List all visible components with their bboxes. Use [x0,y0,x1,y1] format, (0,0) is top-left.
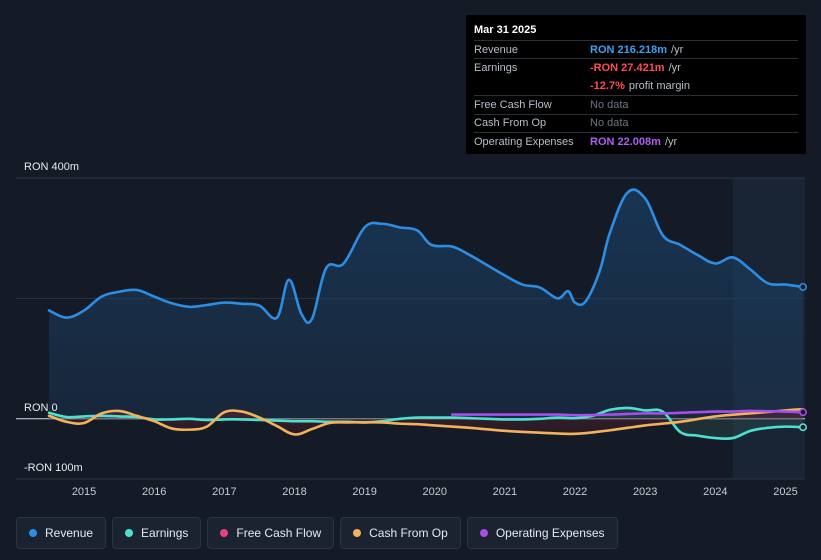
tooltip-row-revenue: Revenue RON 216.218m/yr [474,40,798,58]
tooltip-row-earnings: Earnings -RON 27.421m/yr [474,58,798,76]
tooltip-date: Mar 31 2025 [474,24,537,36]
tooltip-row-profit-margin: -12.7% profit margin [474,77,798,95]
legend-dot-icon [29,529,37,537]
legend-label: Free Cash Flow [236,526,322,540]
tooltip-value: No data [590,98,629,111]
legend-label: Revenue [45,526,94,540]
x-tick-label: 2021 [493,486,517,498]
tooltip-unit: profit margin [628,80,690,93]
tooltip-value: RON 216.218m [590,43,668,56]
operating-expenses-line [451,409,805,417]
legend-dot-icon [125,529,134,537]
tooltip-label: Free Cash Flow [474,98,552,111]
tooltip-unit: /yr [671,43,684,56]
series-lines [47,188,805,441]
revenue-endpoint [798,282,807,291]
legend-cash-from-op[interactable]: Cash From Op [340,517,461,549]
legend-operating-expenses[interactable]: Operating Expenses [466,517,618,549]
cash-from-op-line [47,407,805,436]
tooltip-row-cash-from-op: Cash From Op No data [474,113,798,132]
tooltip-unit: /yr [664,135,678,148]
revenue-line [47,188,805,325]
y-axis: RON 400m RON 0 -RON 100m [24,161,83,474]
tooltip-value: RON 22.008m [590,135,661,148]
legend-label: Cash From Op [369,526,448,540]
operating-expenses-endpoint [798,408,807,417]
x-tick-label: 2019 [352,486,376,498]
x-tick-label: 2017 [212,486,236,498]
revenue-area [49,189,803,419]
legend-earnings[interactable]: Earnings [112,517,202,549]
tooltip-label: Operating Expenses [474,135,574,148]
tooltip-row-operating-expenses: Operating Expenses RON 22.008m/yr [474,131,798,150]
tooltip-label: Cash From Op [474,117,547,130]
tooltip-label: Revenue [474,43,519,56]
x-tick-label: 2022 [563,486,587,498]
legend-dot-icon [353,529,362,537]
legend-dot-icon [220,529,229,537]
x-tick-label: 2025 [773,486,797,498]
earnings-line [47,406,805,441]
y-tick-label: RON 0 [24,402,58,414]
tooltip-row-free-cash-flow: Free Cash Flow No data [474,95,798,113]
series-endpoints [798,282,807,432]
legend-free-cash-flow[interactable]: Free Cash Flow [207,517,335,549]
x-tick-label: 2024 [703,486,727,498]
x-tick-label: 2023 [633,486,657,498]
earnings-endpoint [798,423,807,432]
x-tick-label: 2018 [282,486,306,498]
legend-dot-icon [479,529,488,537]
legend-label: Earnings [141,526,189,540]
cash-from-op-area [49,409,803,435]
x-tick-label: 2020 [423,486,447,498]
tooltip-unit: /yr [668,62,681,75]
x-axis: 2015 2016 2017 2018 2019 2020 2021 2022 2023 2024… [72,486,798,498]
tooltip-panel: Mar 31 2025 Revenue RON 216.218m/yr Earn… [466,15,806,154]
chart-legend: Revenue Earnings Free Cash Flow Cash Fro… [16,517,618,549]
x-tick-label: 2015 [72,486,96,498]
legend-revenue[interactable]: Revenue [16,517,107,549]
tooltip-value: -12.7% [590,80,625,93]
y-tick-label: RON 400m [24,161,79,173]
legend-label: Operating Expenses [495,526,605,540]
tooltip-label: Earnings [474,62,518,75]
y-tick-label: -RON 100m [24,462,83,474]
tooltip-value: -RON 27.421m [590,62,665,75]
tooltip-value: No data [590,117,629,130]
series-areas [49,189,803,439]
x-tick-label: 2016 [142,486,166,498]
